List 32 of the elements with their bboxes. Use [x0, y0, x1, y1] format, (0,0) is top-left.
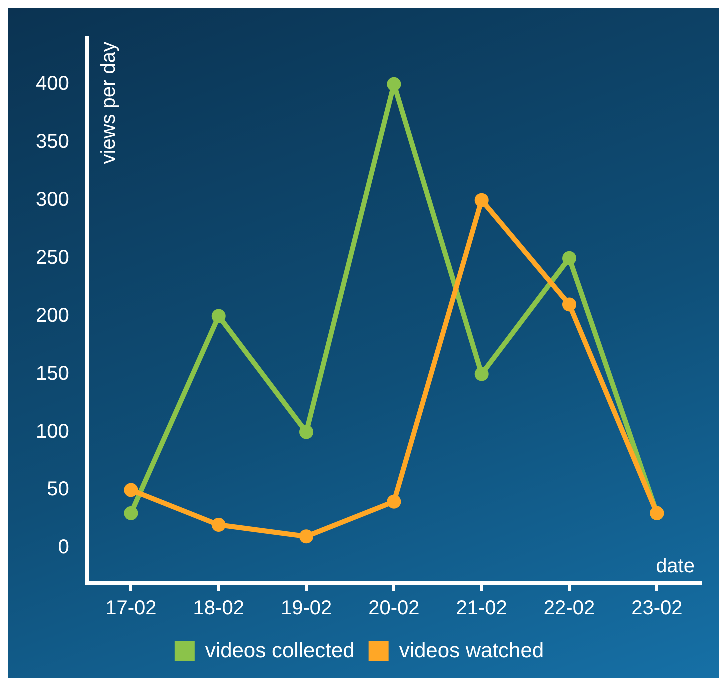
x-tick-label: 21-02: [456, 598, 508, 620]
y-tick-label: 250: [36, 246, 70, 269]
y-tick-label: 300: [36, 188, 70, 211]
point: [562, 298, 577, 312]
point: [124, 483, 138, 498]
x-tick-label: 18-02: [193, 598, 244, 620]
point: [387, 494, 402, 509]
point: [474, 193, 489, 208]
point: [300, 530, 314, 544]
y-tick-label: 50: [47, 478, 70, 501]
point: [124, 506, 138, 520]
point: [387, 77, 402, 92]
y-tick-label: 200: [36, 304, 70, 327]
point: [300, 425, 314, 440]
point: [212, 518, 226, 532]
legend-label: videos watched: [399, 639, 544, 662]
y-tick-label: 0: [58, 536, 70, 559]
legend-label: videos collected: [205, 639, 355, 662]
x-tick-label: 20-02: [368, 598, 420, 620]
x-axis-title: date: [656, 556, 695, 578]
x-tick-label: 19-02: [280, 598, 332, 620]
point: [212, 309, 226, 324]
x-tick-label: 23-02: [632, 598, 683, 620]
point: [562, 251, 577, 266]
y-tick-label: 400: [36, 72, 70, 95]
y-tick-label: 350: [36, 130, 70, 153]
x-tick-label: 17-02: [106, 598, 157, 620]
x-tick-label: 22-02: [544, 598, 596, 620]
point: [474, 367, 489, 382]
y-tick-label: 100: [36, 420, 70, 443]
y-tick-label: 150: [36, 362, 70, 385]
y-axis-title: views per day: [98, 42, 120, 164]
